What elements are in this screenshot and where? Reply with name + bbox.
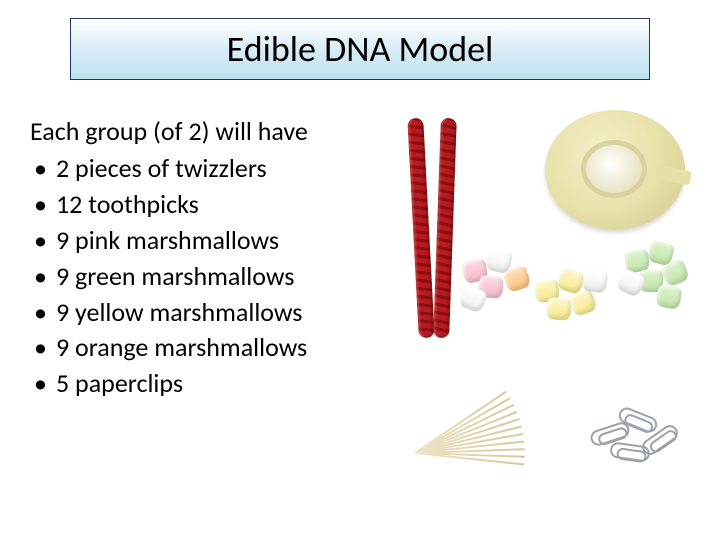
twizzler-icon xyxy=(407,118,434,339)
slide-title: Edible DNA Model xyxy=(227,27,494,71)
list-item: 9 orange marshmallows xyxy=(30,330,390,366)
twizzler-icon xyxy=(433,118,457,338)
list-item: 9 yellow marshmallows xyxy=(30,295,390,331)
paperclips-icon xyxy=(590,410,700,480)
materials-illustration xyxy=(395,110,705,490)
marshmallow-icon xyxy=(546,297,571,321)
list-item: 5 paperclips xyxy=(30,366,390,402)
marshmallow-icon xyxy=(581,268,608,293)
content-block: Each group (of 2) will have 2 pieces of … xyxy=(30,115,390,402)
title-box: Edible DNA Model xyxy=(70,18,650,80)
list-item: 2 pieces of twizzlers xyxy=(30,151,390,187)
toothpicks-icon xyxy=(415,380,545,470)
list-item: 9 pink marshmallows xyxy=(30,223,390,259)
intro-text: Each group (of 2) will have xyxy=(30,115,390,147)
list-item: 12 toothpicks xyxy=(30,187,390,223)
marshmallow-icon xyxy=(655,284,682,310)
materials-list: 2 pieces of twizzlers 12 toothpicks 9 pi… xyxy=(30,151,390,402)
list-item: 9 green marshmallows xyxy=(30,259,390,295)
tape-roll-icon xyxy=(545,110,685,230)
